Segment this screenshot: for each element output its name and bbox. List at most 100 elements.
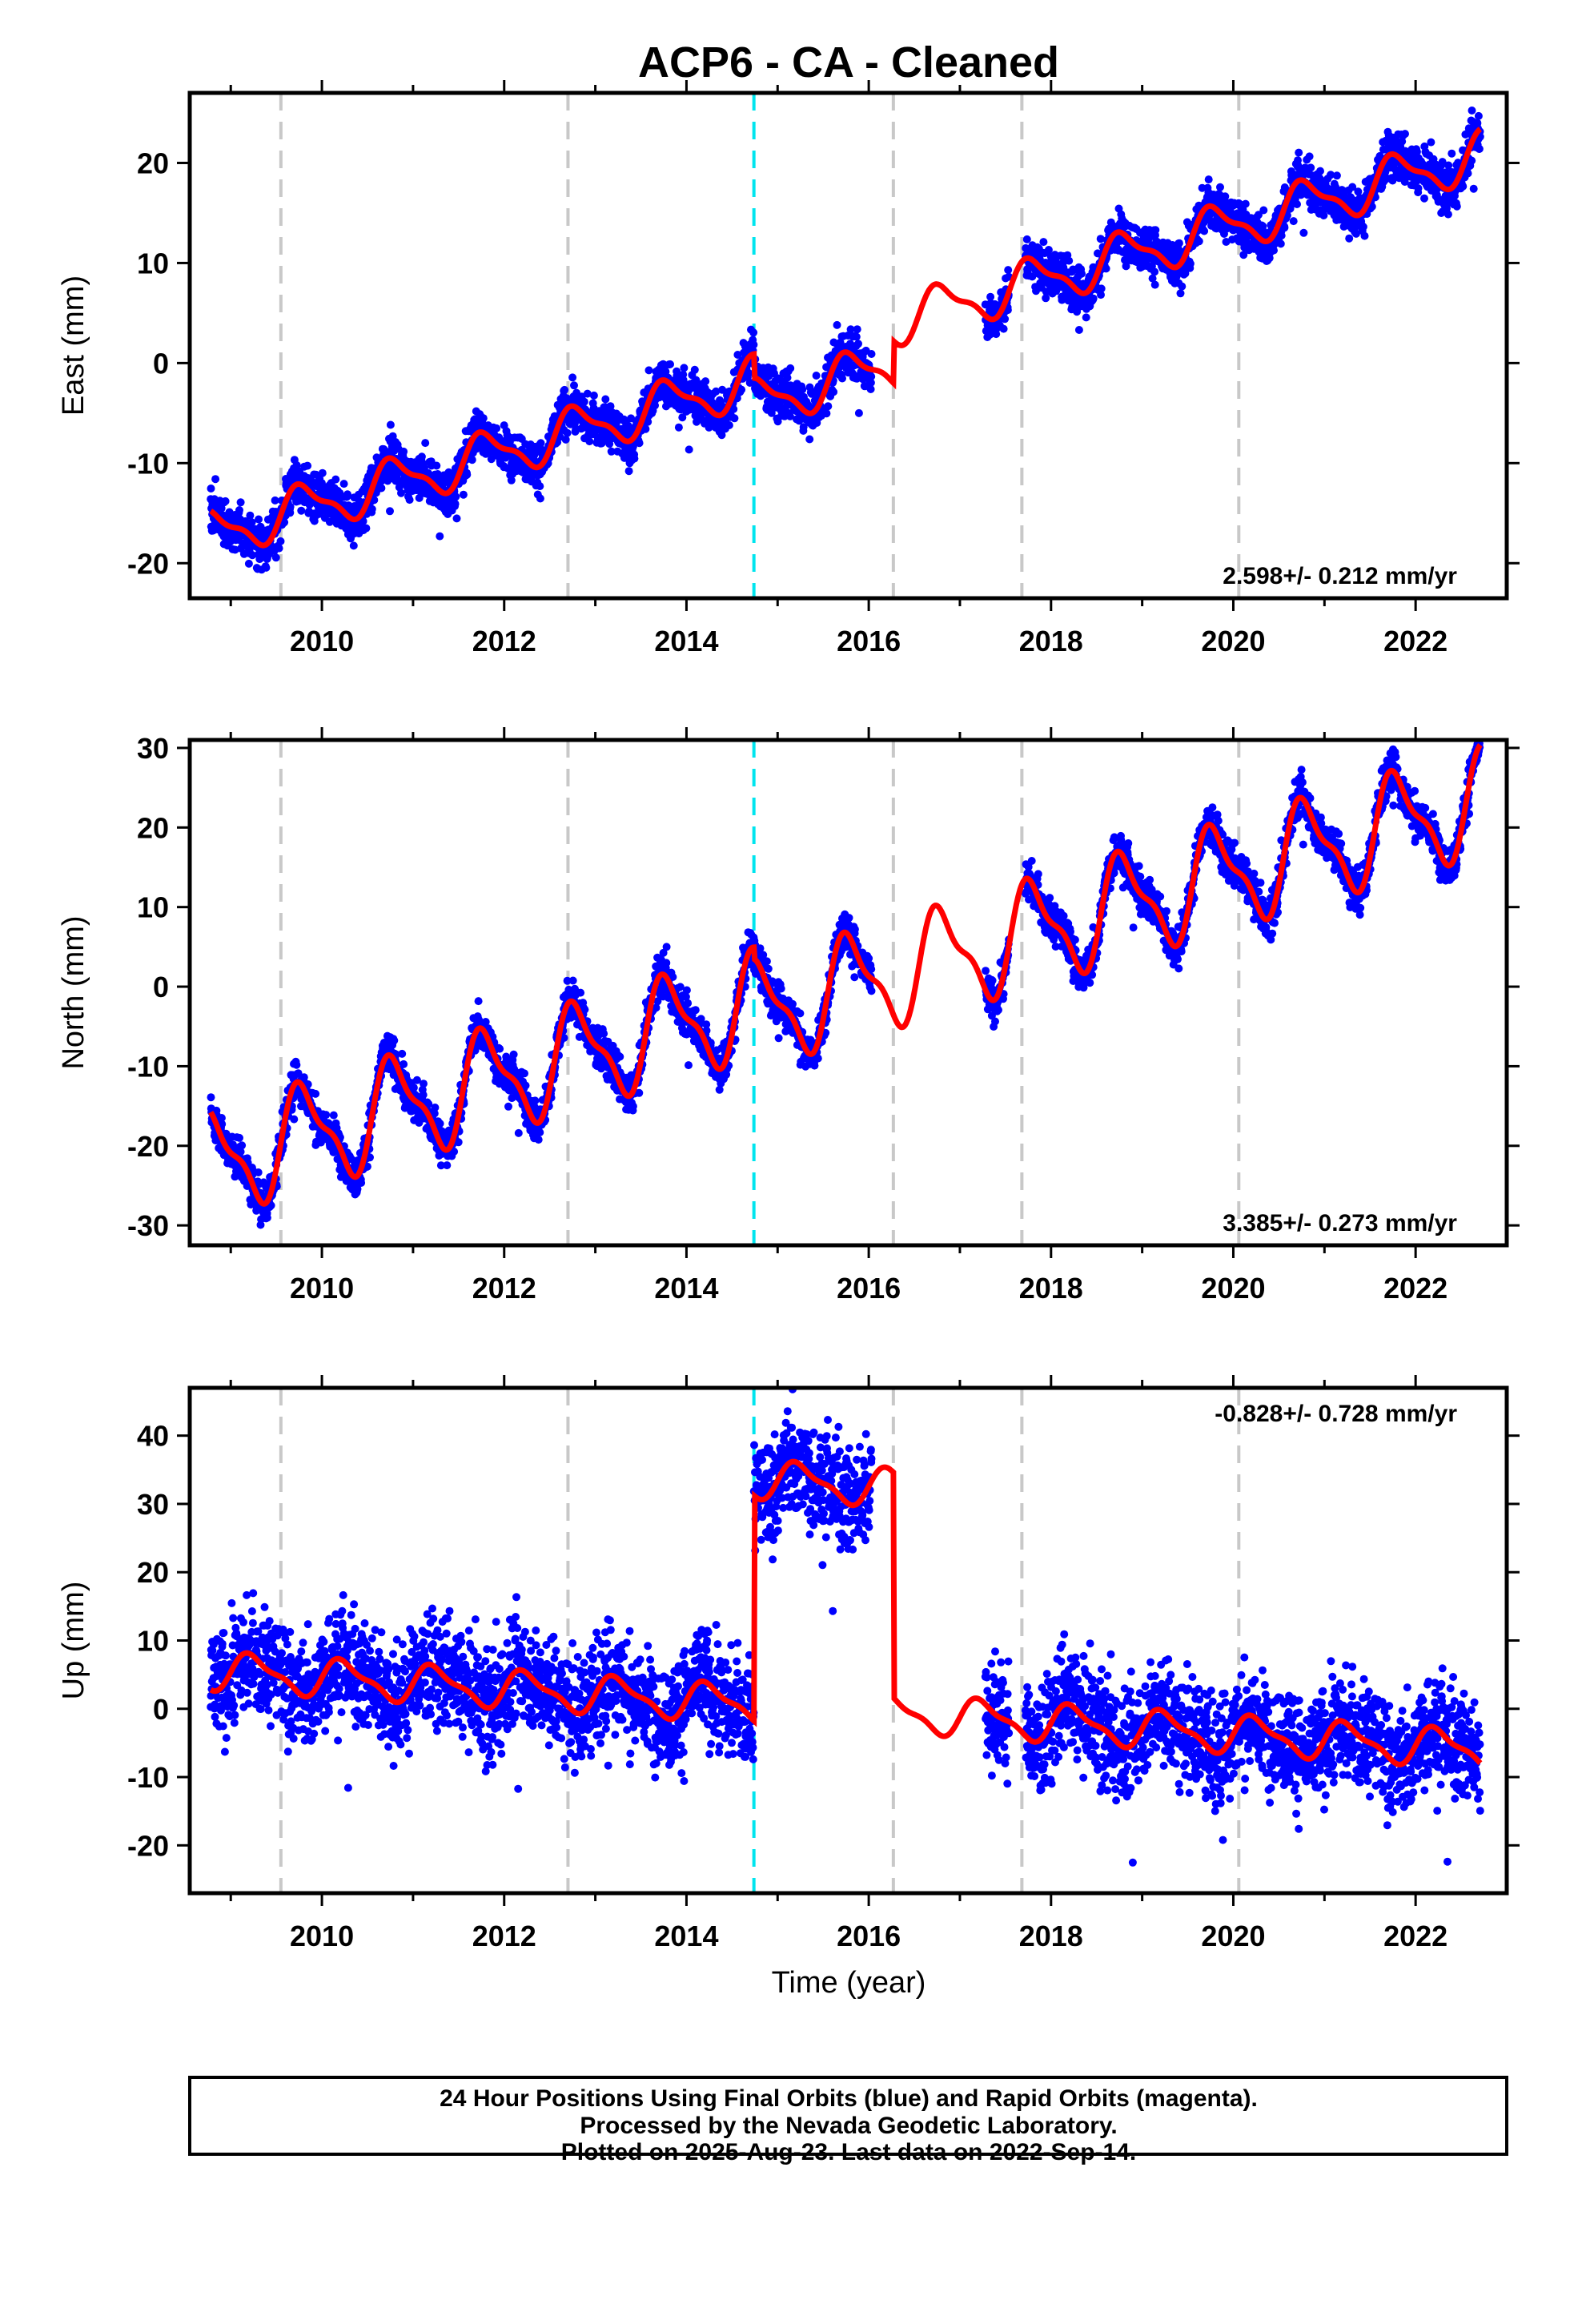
x-tick-label: 2016 <box>837 625 901 657</box>
data-point <box>421 439 430 448</box>
data-point <box>1443 210 1452 219</box>
data-point <box>271 553 280 562</box>
data-point <box>1074 326 1083 334</box>
data-point <box>624 467 633 476</box>
data-point <box>1468 156 1476 165</box>
data-point <box>1360 231 1369 240</box>
y-tick-label: 20 <box>137 147 169 179</box>
data-point <box>867 350 876 358</box>
data-point <box>999 324 1008 333</box>
x-tick-label: 2014 <box>654 625 718 657</box>
data-point <box>398 1049 407 1058</box>
data-point <box>1327 171 1335 179</box>
data-point <box>244 559 253 568</box>
data-point <box>1359 223 1367 231</box>
data-point <box>1474 111 1483 120</box>
data-point <box>1259 206 1268 215</box>
data-point <box>737 385 746 394</box>
data-point <box>685 445 693 454</box>
data-point <box>343 490 351 499</box>
data-point <box>420 1080 428 1088</box>
data-point <box>1097 291 1105 300</box>
data-point <box>1078 269 1086 278</box>
data-point <box>468 456 476 464</box>
figure-title: ACP6 - CA - Cleaned <box>638 38 1059 86</box>
data-point <box>436 532 444 541</box>
data-point <box>292 461 301 469</box>
data-point <box>1022 235 1031 243</box>
data-point <box>235 506 243 514</box>
data-point <box>370 496 379 505</box>
data-point <box>644 417 652 426</box>
data-point <box>474 997 483 1006</box>
data-point <box>583 389 592 398</box>
data-point <box>1096 235 1105 243</box>
data-point <box>644 366 653 375</box>
data-point <box>1102 264 1110 273</box>
data-point <box>1148 274 1157 283</box>
data-point <box>1289 217 1298 226</box>
data-point <box>1239 251 1248 259</box>
data-point <box>1332 171 1341 180</box>
data-point <box>286 509 295 517</box>
data-point <box>294 1069 303 1078</box>
data-points <box>207 740 1484 1229</box>
data-point <box>1058 296 1066 304</box>
data-point <box>749 340 758 349</box>
data-point <box>749 328 758 337</box>
data-point <box>276 537 285 545</box>
data-point <box>854 340 862 348</box>
data-point <box>785 412 794 420</box>
data-point <box>366 1153 374 1162</box>
data-point <box>211 475 220 484</box>
data-point <box>1316 167 1324 175</box>
data-point <box>838 374 846 383</box>
data-point <box>246 511 255 520</box>
data-point <box>1468 107 1476 115</box>
data-point <box>1420 194 1428 203</box>
data-point <box>357 1179 366 1187</box>
data-point <box>630 454 639 463</box>
data-point <box>745 368 753 377</box>
data-point <box>1444 161 1453 170</box>
x-tick-label: 2020 <box>1201 625 1265 657</box>
data-point <box>1042 294 1050 303</box>
data-point <box>725 421 733 429</box>
data-point <box>1469 184 1478 193</box>
data-point <box>1401 130 1409 139</box>
data-point <box>1082 313 1090 322</box>
data-point <box>377 477 386 485</box>
y-tick-label: -20 <box>127 547 169 580</box>
data-point <box>1307 163 1315 172</box>
data-point <box>415 493 424 502</box>
data-point <box>1299 228 1308 237</box>
data-point <box>318 468 327 477</box>
data-point <box>386 507 394 516</box>
data-point <box>280 518 289 527</box>
data-point <box>236 1148 245 1156</box>
data-point <box>1150 280 1159 289</box>
data-point <box>805 435 814 444</box>
data-point <box>1151 226 1160 235</box>
data-point <box>1222 238 1231 246</box>
data-point <box>729 404 738 413</box>
x-tick-label: 2022 <box>1383 625 1447 657</box>
data-point <box>432 461 441 470</box>
data-point <box>459 490 468 499</box>
data-point <box>255 515 263 524</box>
data-point <box>451 500 460 509</box>
data-point <box>854 408 863 417</box>
data-point <box>589 391 598 400</box>
data-point <box>1295 148 1303 157</box>
data-point <box>1319 211 1328 219</box>
data-point <box>359 517 367 525</box>
data-point <box>812 372 821 380</box>
data-point <box>1186 259 1195 268</box>
data-point <box>674 423 683 432</box>
data-point <box>452 514 461 523</box>
data-point <box>1065 256 1074 265</box>
data-point <box>1427 138 1435 147</box>
model-curve <box>209 127 1482 549</box>
data-point <box>606 402 615 411</box>
